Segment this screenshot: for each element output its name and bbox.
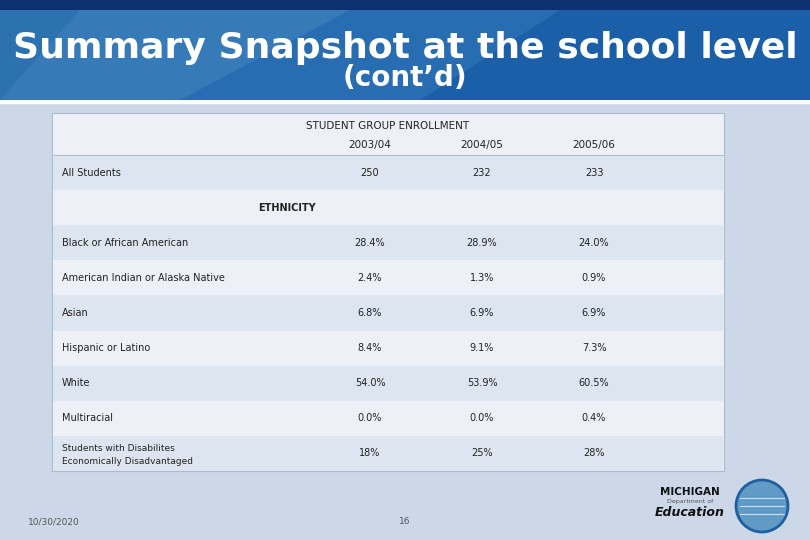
Text: Students with Disabilites: Students with Disabilites [62, 444, 175, 453]
Text: 2.4%: 2.4% [358, 273, 382, 283]
Text: 53.9%: 53.9% [467, 378, 497, 388]
Text: 0.0%: 0.0% [470, 413, 494, 423]
Text: 1.3%: 1.3% [470, 273, 494, 283]
FancyBboxPatch shape [52, 113, 724, 471]
Text: Hispanic or Latino: Hispanic or Latino [62, 343, 150, 353]
Text: Multiracial: Multiracial [62, 413, 113, 423]
FancyBboxPatch shape [53, 401, 723, 436]
Text: 6.9%: 6.9% [582, 308, 606, 318]
Text: 10/30/2020: 10/30/2020 [28, 517, 79, 526]
Text: 2003/04: 2003/04 [348, 140, 391, 150]
Text: Summary Snapshot at the school level: Summary Snapshot at the school level [13, 31, 797, 65]
FancyBboxPatch shape [0, 10, 810, 100]
FancyBboxPatch shape [53, 260, 723, 295]
Text: All Students: All Students [62, 167, 121, 178]
Text: 0.4%: 0.4% [582, 413, 606, 423]
Text: 2005/06: 2005/06 [573, 140, 616, 150]
Text: 0.0%: 0.0% [358, 413, 382, 423]
Text: 6.8%: 6.8% [358, 308, 382, 318]
FancyBboxPatch shape [53, 225, 723, 260]
Text: (cont’d): (cont’d) [343, 64, 467, 92]
FancyBboxPatch shape [0, 100, 810, 103]
Text: Education: Education [655, 505, 725, 518]
Text: White: White [62, 378, 91, 388]
Text: 18%: 18% [360, 448, 381, 458]
Text: STUDENT GROUP ENROLLMENT: STUDENT GROUP ENROLLMENT [306, 121, 470, 131]
Text: MICHIGAN: MICHIGAN [660, 487, 720, 497]
Text: 28.9%: 28.9% [467, 238, 497, 248]
Text: 24.0%: 24.0% [578, 238, 609, 248]
Text: 8.4%: 8.4% [358, 343, 382, 353]
FancyBboxPatch shape [53, 190, 723, 225]
FancyBboxPatch shape [53, 366, 723, 401]
FancyBboxPatch shape [0, 0, 810, 10]
Text: American Indian or Alaska Native: American Indian or Alaska Native [62, 273, 225, 283]
FancyBboxPatch shape [53, 330, 723, 366]
FancyBboxPatch shape [53, 295, 723, 330]
Polygon shape [0, 10, 560, 100]
Text: ETHNICITY: ETHNICITY [258, 202, 316, 213]
FancyBboxPatch shape [53, 436, 723, 471]
Text: 2004/05: 2004/05 [461, 140, 504, 150]
Text: 16: 16 [399, 517, 411, 526]
Text: 7.3%: 7.3% [582, 343, 606, 353]
Text: 60.5%: 60.5% [578, 378, 609, 388]
Text: 232: 232 [473, 167, 492, 178]
Text: Economically Disadvantaged: Economically Disadvantaged [62, 457, 193, 466]
Text: 233: 233 [585, 167, 603, 178]
Text: 28%: 28% [583, 448, 605, 458]
FancyBboxPatch shape [53, 155, 723, 190]
Text: 250: 250 [360, 167, 379, 178]
Polygon shape [0, 10, 350, 100]
Text: Department of: Department of [667, 500, 713, 504]
Text: 54.0%: 54.0% [355, 378, 386, 388]
Text: Black or African American: Black or African American [62, 238, 188, 248]
Text: 0.9%: 0.9% [582, 273, 606, 283]
Text: Asian: Asian [62, 308, 89, 318]
Text: 28.4%: 28.4% [355, 238, 386, 248]
Text: 6.9%: 6.9% [470, 308, 494, 318]
Circle shape [736, 480, 788, 532]
Text: 9.1%: 9.1% [470, 343, 494, 353]
Text: 25%: 25% [471, 448, 492, 458]
